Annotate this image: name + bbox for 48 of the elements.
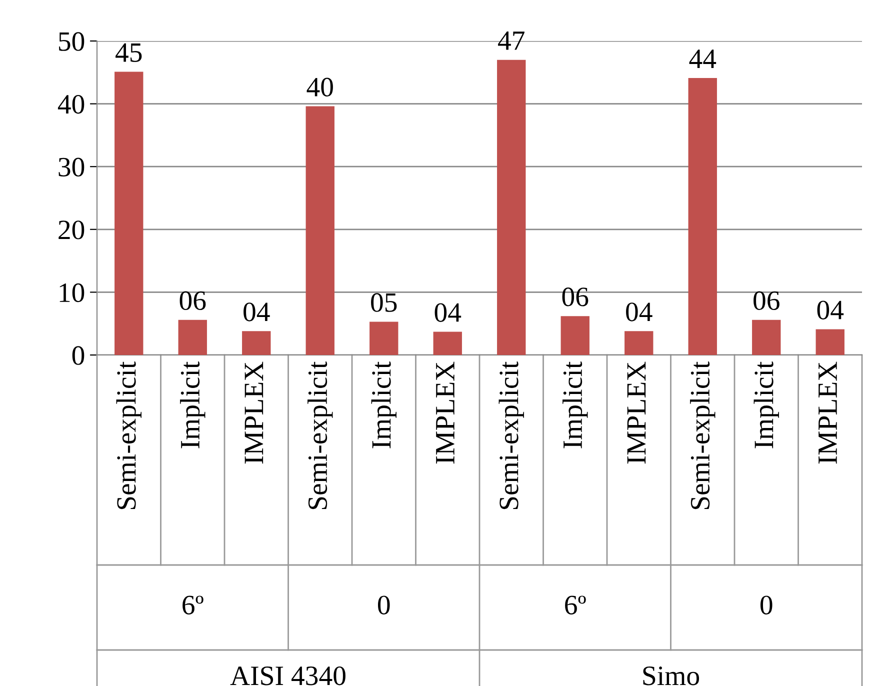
x-tick-label: Implicit [754,361,779,448]
x-tick-label: IMPLEX [627,362,646,464]
bar [114,72,144,355]
bar [816,329,844,355]
data-label: 04 [626,302,652,322]
x-tick-label: Semi-explicit [308,361,333,510]
bar [497,60,526,355]
bar [306,106,334,355]
x-tick-label: Semi-explicit [690,361,716,510]
bar [688,78,717,355]
x-tick-label: IMPLEX [436,362,454,464]
data-label: 47 [498,31,524,50]
data-label: 06 [754,291,780,310]
bar [242,331,271,355]
bar [560,316,590,355]
x-tick-label: Implicit [371,361,396,448]
bar [178,320,207,355]
data-label: 04 [244,302,270,322]
y-tick-label: 20 [58,220,84,240]
bar [370,322,398,355]
y-tick-label: 50 [59,32,84,51]
text: AISI 4340 [230,666,346,686]
y-tick-label: 40 [58,94,84,114]
data-label: 04 [817,300,844,320]
x-tick-label: Semi-explicit [116,361,142,510]
bar [752,320,781,355]
text: Simo [643,666,700,686]
text: 6º [182,596,204,614]
data-label: 04 [434,303,462,322]
text: 0 [760,596,772,614]
x-tick-label: IMPLEX [244,362,264,464]
data-label: 05 [371,293,397,312]
data-label: 45 [116,43,142,62]
data-label: 06 [562,288,588,306]
bar [433,332,462,355]
y-tick-label: 30 [58,158,84,177]
y-tick-label: 0 [72,346,84,365]
y-tick-label: 10 [60,283,84,302]
x-tick-label: Semi-explicit [498,361,524,510]
x-tick-label: Implicit [180,361,206,448]
x-tick-label: IMPLEX [818,362,837,464]
text: 6º [565,596,586,614]
x-tick-label: Implicit [562,361,588,448]
data-label: 06 [180,291,206,310]
data-label: 40 [306,78,333,97]
data-label: 44 [689,50,716,68]
text: 0 [378,596,390,614]
bar [624,331,654,355]
